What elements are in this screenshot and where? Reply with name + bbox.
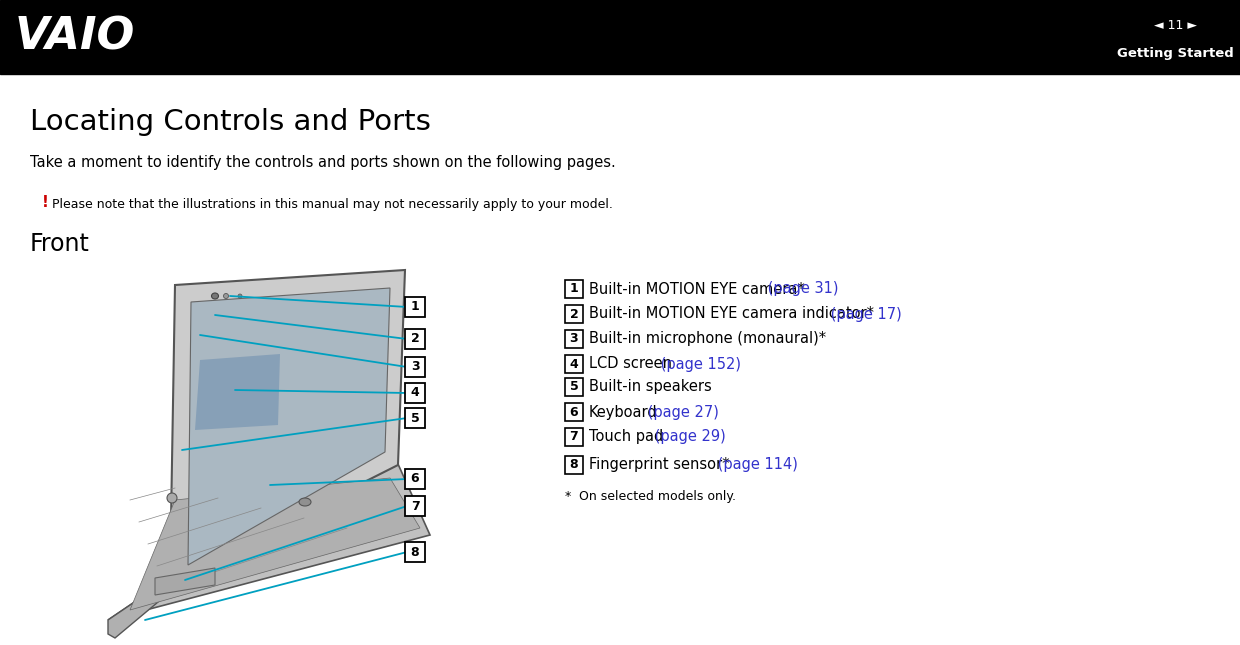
Text: Built-in speakers: Built-in speakers	[589, 379, 712, 395]
Ellipse shape	[167, 493, 177, 503]
Text: 5: 5	[569, 381, 578, 393]
Text: ◄ 11 ►: ◄ 11 ►	[1153, 19, 1197, 32]
FancyBboxPatch shape	[405, 357, 425, 377]
Text: Locating Controls and Ports: Locating Controls and Ports	[30, 108, 430, 136]
Polygon shape	[195, 354, 280, 430]
Text: Built-in microphone (monaural)*: Built-in microphone (monaural)*	[589, 332, 826, 346]
Text: 2: 2	[569, 308, 578, 321]
Text: 1: 1	[569, 283, 578, 295]
Ellipse shape	[212, 293, 218, 299]
Text: Front: Front	[30, 232, 89, 256]
Text: 2: 2	[410, 333, 419, 346]
Polygon shape	[130, 478, 420, 610]
FancyBboxPatch shape	[565, 428, 583, 446]
Polygon shape	[155, 568, 215, 595]
FancyBboxPatch shape	[405, 542, 425, 562]
FancyBboxPatch shape	[565, 403, 583, 421]
Polygon shape	[108, 578, 170, 638]
Text: (page 17): (page 17)	[826, 306, 901, 321]
Ellipse shape	[223, 293, 228, 299]
Text: Take a moment to identify the controls and ports shown on the following pages.: Take a moment to identify the controls a…	[30, 155, 616, 170]
FancyBboxPatch shape	[565, 330, 583, 348]
Text: 6: 6	[410, 473, 419, 486]
Polygon shape	[170, 270, 405, 580]
Text: Built-in MOTION EYE camera indicator*: Built-in MOTION EYE camera indicator*	[589, 306, 874, 321]
FancyBboxPatch shape	[405, 469, 425, 489]
Polygon shape	[108, 464, 430, 620]
Text: (page 27): (page 27)	[644, 404, 719, 419]
Text: 7: 7	[410, 499, 419, 513]
Text: Getting Started: Getting Started	[1117, 47, 1234, 60]
Bar	[0, 0, 1240, 74]
Text: *: *	[565, 490, 572, 503]
Text: LCD screen: LCD screen	[589, 357, 672, 372]
Text: 3: 3	[569, 333, 578, 346]
Text: Fingerprint sensor*: Fingerprint sensor*	[589, 457, 729, 473]
FancyBboxPatch shape	[405, 297, 425, 317]
Text: Keyboard: Keyboard	[589, 404, 657, 419]
Text: 7: 7	[569, 430, 578, 444]
Text: 4: 4	[410, 386, 419, 399]
FancyBboxPatch shape	[565, 305, 583, 323]
Polygon shape	[188, 288, 391, 565]
FancyBboxPatch shape	[405, 408, 425, 428]
Text: Built-in MOTION EYE camera*: Built-in MOTION EYE camera*	[589, 281, 805, 297]
Text: !: !	[42, 195, 48, 210]
Text: (page 152): (page 152)	[656, 357, 742, 372]
Text: Touch pad: Touch pad	[589, 430, 663, 444]
Text: 8: 8	[569, 459, 578, 471]
Text: On selected models only.: On selected models only.	[579, 490, 737, 503]
Text: (page 29): (page 29)	[650, 430, 725, 444]
FancyBboxPatch shape	[565, 355, 583, 373]
Text: 8: 8	[410, 546, 419, 559]
FancyBboxPatch shape	[565, 378, 583, 396]
Text: Please note that the illustrations in this manual may not necessarily apply to y: Please note that the illustrations in th…	[52, 198, 613, 211]
Text: (page 31): (page 31)	[763, 281, 838, 297]
Text: 6: 6	[569, 406, 578, 419]
Text: 3: 3	[410, 361, 419, 373]
Ellipse shape	[299, 498, 311, 506]
FancyBboxPatch shape	[565, 280, 583, 298]
FancyBboxPatch shape	[405, 496, 425, 516]
Text: 5: 5	[410, 412, 419, 424]
Text: 1: 1	[410, 301, 419, 313]
FancyBboxPatch shape	[565, 456, 583, 474]
FancyBboxPatch shape	[405, 329, 425, 349]
Text: (page 114): (page 114)	[713, 457, 797, 473]
FancyBboxPatch shape	[405, 383, 425, 403]
Text: VAIO: VAIO	[15, 15, 135, 59]
Ellipse shape	[238, 294, 242, 298]
Text: 4: 4	[569, 357, 578, 370]
